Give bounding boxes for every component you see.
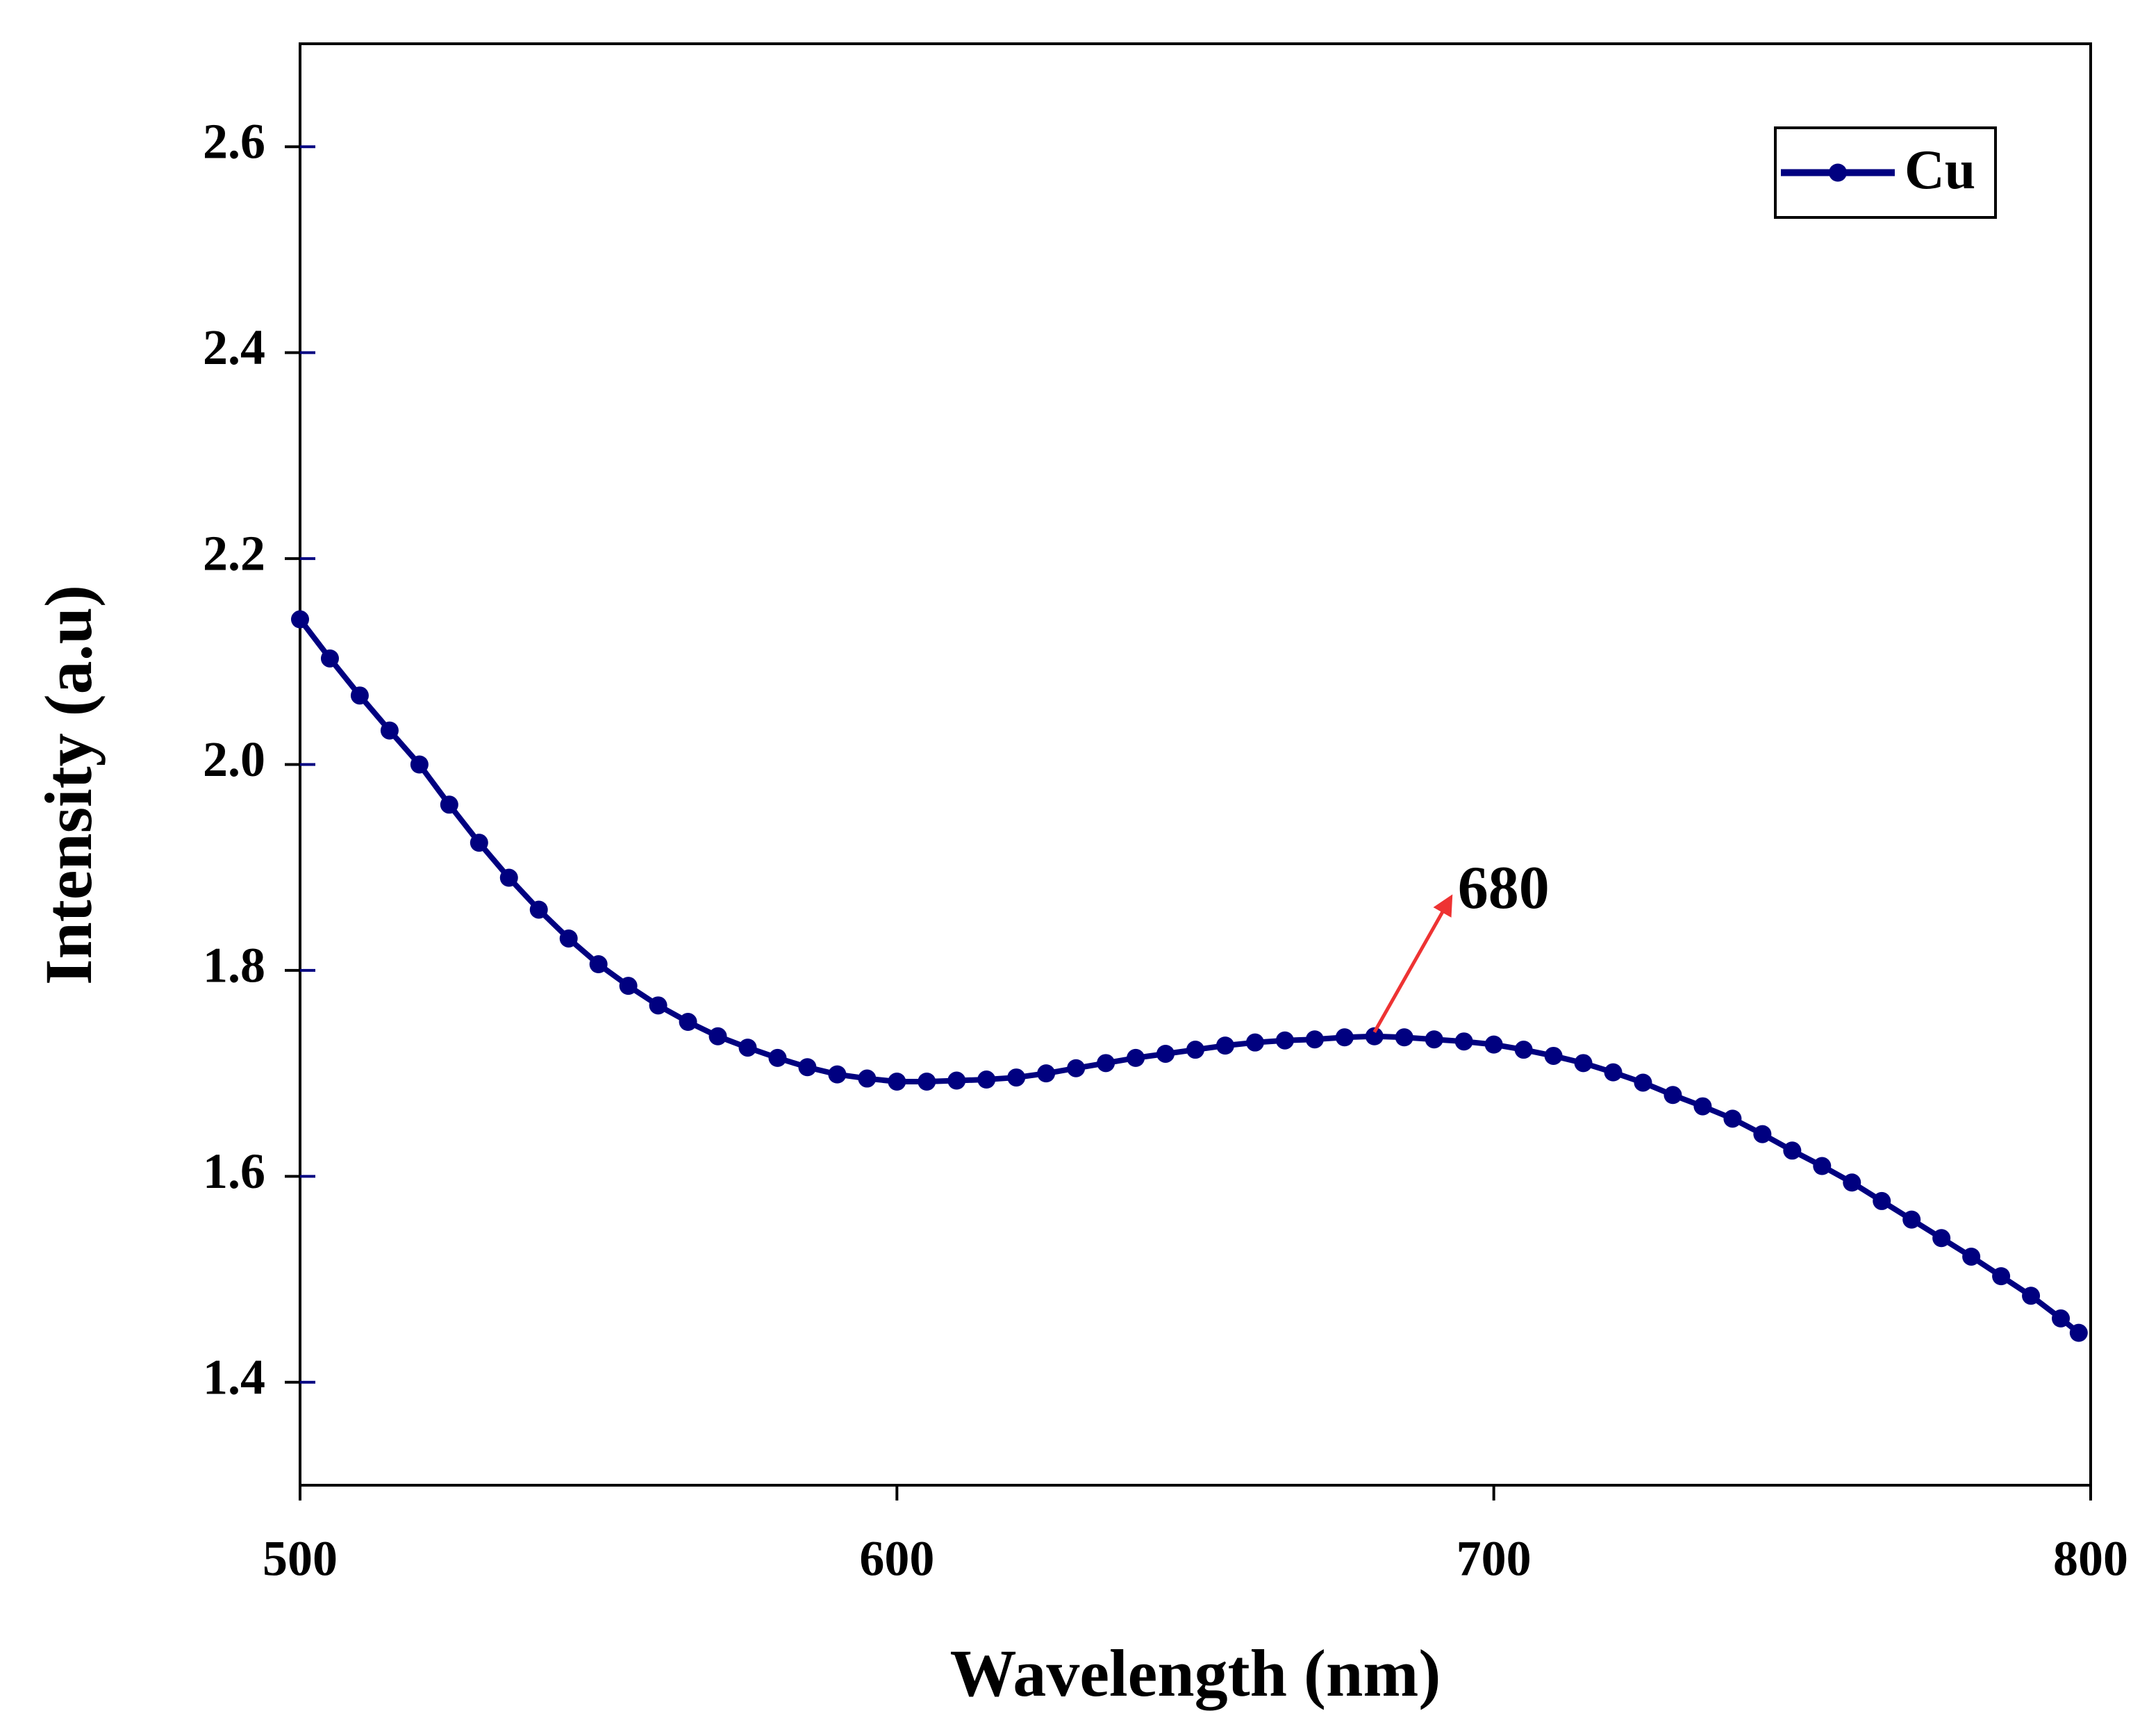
data-point bbox=[828, 1065, 847, 1084]
data-point bbox=[1634, 1073, 1652, 1092]
data-point bbox=[380, 721, 399, 740]
data-point bbox=[1723, 1109, 1742, 1128]
data-point bbox=[798, 1058, 817, 1077]
x-axis-label: Wavelength (nm) bbox=[950, 1636, 1441, 1710]
data-point bbox=[559, 929, 578, 948]
data-point bbox=[499, 868, 518, 887]
data-point bbox=[470, 834, 488, 852]
data-point bbox=[768, 1048, 787, 1067]
data-point bbox=[1454, 1032, 1473, 1051]
data-point bbox=[1992, 1267, 2011, 1286]
data-point bbox=[1305, 1030, 1324, 1049]
y-tick-label: 2.4 bbox=[203, 320, 265, 375]
annotation-label: 680 bbox=[1458, 854, 1550, 922]
data-point bbox=[1873, 1191, 1891, 1210]
data-point bbox=[1962, 1247, 1981, 1266]
y-tick-label: 1.4 bbox=[203, 1349, 265, 1405]
legend-marker bbox=[1829, 163, 1847, 182]
data-point bbox=[1484, 1035, 1503, 1054]
data-point bbox=[708, 1027, 727, 1045]
data-point bbox=[1902, 1210, 1921, 1229]
data-point bbox=[1753, 1125, 1772, 1143]
data-point bbox=[350, 686, 369, 705]
data-point bbox=[291, 610, 309, 629]
data-point bbox=[440, 795, 458, 814]
data-point bbox=[1156, 1044, 1175, 1063]
x-tick-label: 700 bbox=[1457, 1531, 1532, 1587]
data-point bbox=[1514, 1041, 1533, 1059]
data-point bbox=[1007, 1068, 1026, 1087]
y-tick-label: 2.6 bbox=[203, 114, 265, 170]
data-point bbox=[738, 1039, 757, 1057]
data-point bbox=[2069, 1323, 2088, 1342]
annotation-arrow bbox=[1372, 894, 1453, 1034]
data-point bbox=[1186, 1041, 1204, 1059]
data-point bbox=[1215, 1036, 1234, 1055]
data-point bbox=[1574, 1054, 1593, 1073]
data-point bbox=[1843, 1173, 1861, 1192]
data-point bbox=[888, 1073, 906, 1091]
data-point bbox=[1365, 1027, 1384, 1045]
data-point bbox=[858, 1069, 877, 1088]
data-point bbox=[1037, 1064, 1056, 1083]
y-tick-label: 1.8 bbox=[203, 937, 265, 993]
data-point bbox=[1813, 1157, 1832, 1175]
x-tick-label: 500 bbox=[263, 1531, 338, 1587]
plot-frame bbox=[299, 42, 2092, 1487]
series-line bbox=[297, 618, 2081, 1335]
data-point bbox=[1395, 1028, 1413, 1047]
x-tick-label: 600 bbox=[859, 1531, 934, 1587]
data-point bbox=[529, 900, 548, 919]
data-point bbox=[2052, 1309, 2071, 1328]
data-point bbox=[1335, 1028, 1354, 1047]
data-point bbox=[1127, 1048, 1145, 1067]
y-tick-label: 1.6 bbox=[203, 1143, 265, 1199]
data-point bbox=[1604, 1063, 1623, 1082]
data-point bbox=[1693, 1097, 1712, 1116]
y-tick-label: 2.2 bbox=[203, 526, 265, 581]
data-point bbox=[1544, 1046, 1563, 1065]
data-point bbox=[320, 649, 339, 668]
data-point bbox=[918, 1073, 936, 1091]
data-point bbox=[410, 755, 429, 774]
data-point bbox=[1245, 1033, 1264, 1052]
data-point bbox=[1067, 1059, 1086, 1077]
data-point bbox=[2022, 1287, 2041, 1305]
legend-label: Cu bbox=[1905, 140, 1975, 201]
data-point bbox=[649, 996, 667, 1015]
data-point bbox=[589, 955, 608, 974]
data-point bbox=[679, 1013, 697, 1032]
data-point bbox=[977, 1070, 996, 1089]
y-axis-label: Intensity (a.u) bbox=[31, 585, 106, 985]
data-point bbox=[947, 1071, 966, 1090]
data-point bbox=[1275, 1031, 1294, 1050]
data-point bbox=[1425, 1030, 1443, 1049]
x-tick-label: 800 bbox=[2053, 1531, 2128, 1587]
data-point bbox=[1932, 1229, 1951, 1248]
y-tick-label: 2.0 bbox=[203, 731, 265, 787]
data-point bbox=[619, 977, 638, 995]
data-point bbox=[1783, 1141, 1802, 1160]
data-point bbox=[1663, 1086, 1682, 1105]
data-point bbox=[1097, 1054, 1115, 1073]
